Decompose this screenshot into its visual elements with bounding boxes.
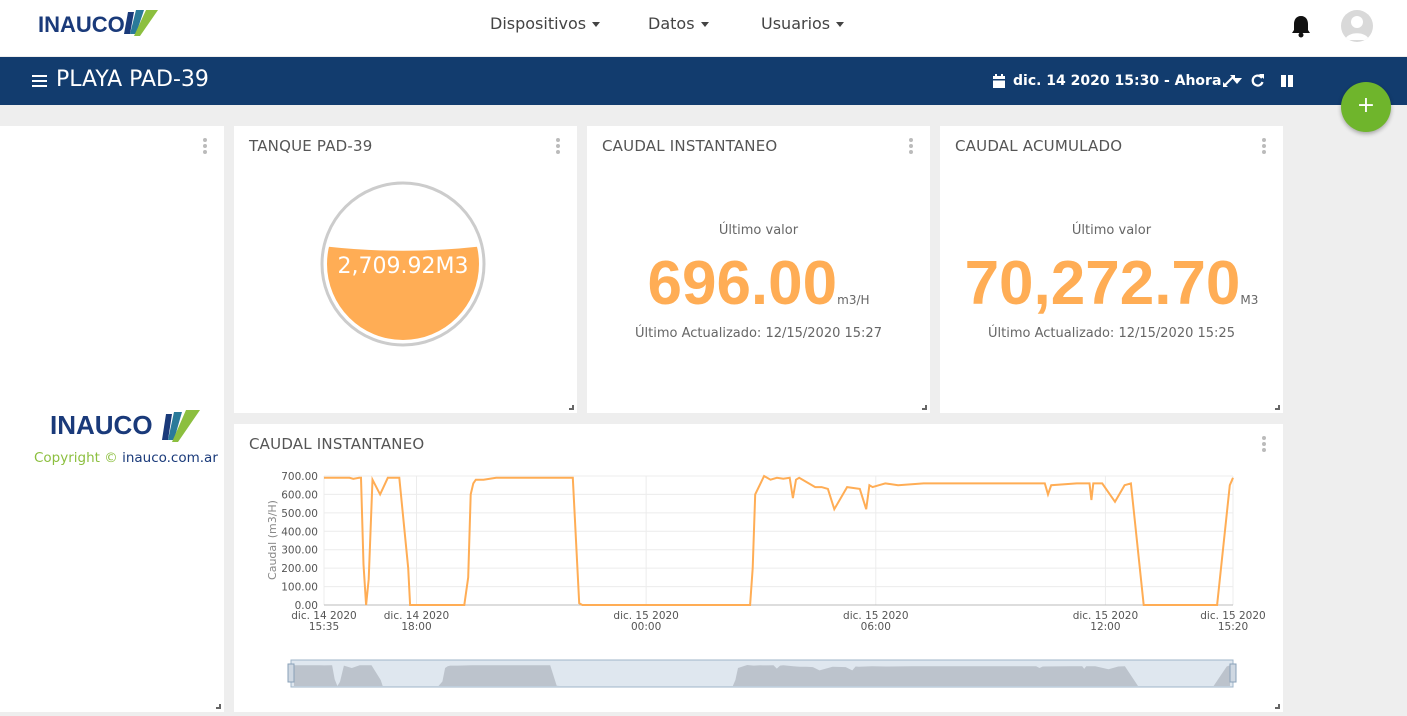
y-axis-label: Caudal (m3/H)	[266, 500, 279, 580]
menu-datos[interactable]: Datos	[648, 14, 709, 33]
tank-value: 2,709.92M3	[338, 254, 469, 279]
dashboard-title: PLAYA PAD-39	[56, 67, 209, 92]
x-tick-label: 00:00	[631, 621, 661, 633]
x-tick-label: 15:35	[309, 621, 339, 633]
menu-dispositivos-label: Dispositivos	[490, 14, 587, 33]
chevron-down-icon	[836, 22, 845, 27]
widget-menu-icon[interactable]	[1262, 138, 1266, 154]
widget-title: TANQUE PAD-39	[249, 137, 373, 155]
last-value-label: Último valor	[718, 223, 799, 238]
widget-menu-icon[interactable]	[1262, 436, 1266, 452]
fullscreen-icon[interactable]	[1222, 73, 1238, 89]
x-tick-label: dic. 15 2020	[843, 610, 908, 622]
menu-datos-label: Datos	[648, 14, 695, 33]
logo-brand-text: INAUCO	[50, 410, 153, 440]
x-tick-label: dic. 14 2020	[384, 610, 449, 622]
last-value-unit: M3	[1240, 293, 1259, 307]
x-tick-label: 12:00	[1090, 621, 1120, 633]
brand-text: INAUCO	[38, 12, 125, 37]
series-line	[324, 474, 1234, 606]
widget-title: CAUDAL INSTANTANEO	[602, 137, 778, 155]
x-tick-label: 18:00	[401, 621, 431, 633]
y-tick-label: 600.00	[281, 489, 318, 501]
widget-title: CAUDAL ACUMULADO	[955, 137, 1123, 155]
tank-gauge: 2,709.92M3	[320, 181, 486, 347]
chevron-down-icon	[1232, 78, 1243, 84]
x-tick-label: dic. 15 2020	[613, 610, 678, 622]
resize-handle[interactable]	[922, 405, 927, 410]
tank-fill-level	[327, 245, 479, 340]
widget-menu-icon[interactable]	[203, 138, 207, 154]
y-tick-label: 0.00	[295, 600, 318, 612]
x-tick-label: 06:00	[861, 621, 891, 633]
widget-menu-icon[interactable]	[909, 138, 913, 154]
navigator-left-handle	[287, 663, 295, 683]
widget-menu-icon[interactable]	[556, 138, 560, 154]
menu-usuarios[interactable]: Usuarios	[761, 14, 845, 33]
y-tick-label: 700.00	[281, 471, 318, 483]
brand-logo[interactable]: INAUCO	[36, 8, 160, 44]
line-chart[interactable]: 700.00 600.00 500.00 400.00 300.00 200.00 100.…	[234, 424, 1283, 712]
copyright-prefix: Copyright ©	[34, 450, 118, 466]
resize-handle[interactable]	[569, 405, 574, 410]
resize-handle[interactable]	[1275, 405, 1280, 410]
plus-icon: +	[1356, 93, 1376, 118]
x-tick-label: dic. 15 2020	[1073, 610, 1138, 622]
x-tick-label: 15:20	[1218, 621, 1248, 633]
last-value-label: Último valor	[1071, 223, 1152, 238]
dashboard-header	[0, 57, 1407, 105]
flow-widget: CAUDAL INSTANTANEO Último valor 696.00m3…	[587, 126, 930, 413]
range-navigator[interactable]	[287, 659, 1237, 688]
resize-handle[interactable]	[1275, 704, 1280, 709]
last-value-unit: m3/H	[837, 293, 870, 307]
y-tick-label: 200.00	[281, 563, 318, 575]
y-tick-label: 100.00	[281, 582, 318, 594]
inauco-logo: INAUCO	[48, 408, 204, 452]
menu-dispositivos[interactable]: Dispositivos	[490, 14, 601, 33]
bell-icon[interactable]	[1290, 14, 1312, 38]
chevron-down-icon	[592, 22, 601, 27]
refresh-icon[interactable]	[1250, 73, 1266, 89]
copyright-text: Copyright © inauco.com.ar	[34, 450, 218, 466]
date-range-label: dic. 14 2020 15:30 - Ahora	[1013, 73, 1222, 89]
chart-widget: CAUDAL INSTANTANEO 700.00 600.00 500.00 400…	[234, 424, 1283, 712]
y-tick-label: 300.00	[281, 545, 318, 557]
resize-handle[interactable]	[216, 704, 221, 709]
y-tick-label: 400.00	[281, 526, 318, 538]
logo-widget: INAUCO	[0, 126, 224, 712]
navigator-right-handle	[1229, 663, 1237, 683]
tank-widget: TANQUE PAD-39 2,709.92M3	[234, 126, 577, 413]
y-tick-label: 500.00	[281, 508, 318, 520]
last-value-number: 696.00	[647, 249, 838, 318]
navigator-series	[294, 665, 1230, 686]
date-range-picker[interactable]: dic. 14 2020 15:30 - Ahora	[1013, 73, 1243, 89]
add-widget-button[interactable]: +	[1341, 82, 1391, 132]
last-updated-text: Último Actualizado: 12/15/2020 15:27	[635, 326, 882, 341]
menu-usuarios-label: Usuarios	[761, 14, 831, 33]
copyright-link[interactable]: inauco.com.ar	[122, 450, 218, 466]
total-widget: CAUDAL ACUMULADO Último valor 70,272.70M…	[940, 126, 1283, 413]
avatar[interactable]	[1341, 10, 1373, 42]
last-updated-text: Último Actualizado: 12/15/2020 15:25	[988, 326, 1235, 341]
last-value-display: 696.00m3/H	[587, 248, 930, 319]
x-tick-label: dic. 15 2020	[1200, 610, 1265, 622]
hamburger-menu-icon[interactable]	[32, 75, 47, 87]
calendar-icon	[992, 73, 1008, 89]
x-tick-label: dic. 14 2020	[291, 610, 356, 622]
chevron-down-icon	[700, 22, 709, 27]
last-value-number: 70,272.70	[964, 249, 1241, 318]
last-value-display: 70,272.70M3	[940, 248, 1283, 319]
columns-icon[interactable]	[1280, 73, 1296, 89]
top-navbar: INAUCO Dispositivos Datos Usuarios	[0, 0, 1407, 56]
widget-title: CAUDAL INSTANTANEO	[249, 435, 425, 453]
